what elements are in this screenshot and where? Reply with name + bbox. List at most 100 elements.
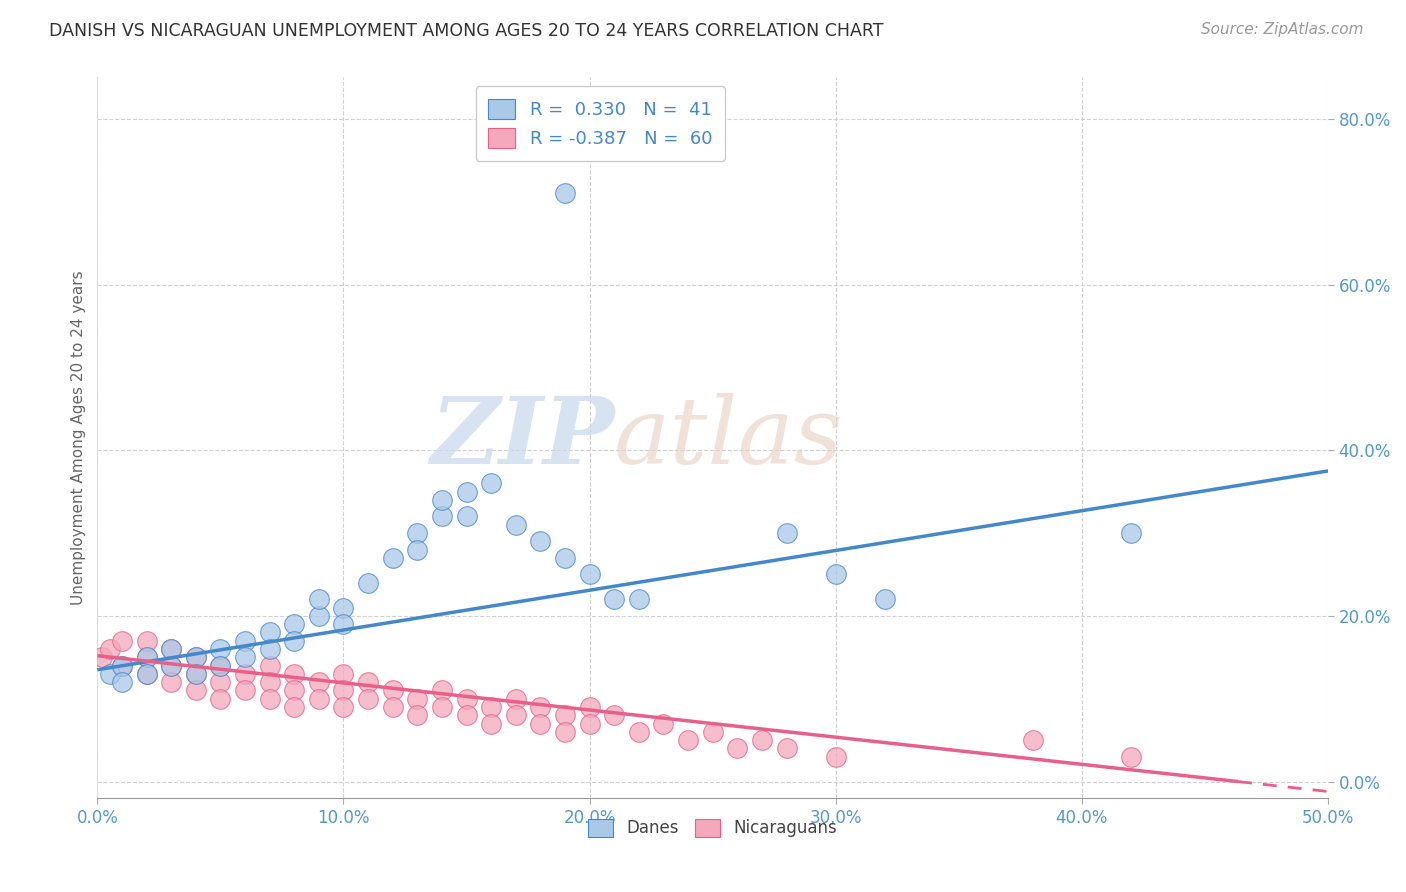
- Point: [406, 708, 429, 723]
- Point: [259, 658, 281, 673]
- Point: [259, 625, 281, 640]
- Point: [456, 708, 478, 723]
- Point: [332, 700, 354, 714]
- Point: [283, 683, 305, 698]
- Point: [209, 658, 232, 673]
- Point: [725, 741, 748, 756]
- Point: [135, 666, 157, 681]
- Text: DANISH VS NICARAGUAN UNEMPLOYMENT AMONG AGES 20 TO 24 YEARS CORRELATION CHART: DANISH VS NICARAGUAN UNEMPLOYMENT AMONG …: [49, 22, 884, 40]
- Point: [135, 633, 157, 648]
- Point: [308, 691, 330, 706]
- Point: [209, 691, 232, 706]
- Point: [283, 666, 305, 681]
- Point: [479, 716, 502, 731]
- Point: [824, 567, 846, 582]
- Text: Source: ZipAtlas.com: Source: ZipAtlas.com: [1201, 22, 1364, 37]
- Point: [1121, 526, 1143, 541]
- Point: [160, 658, 183, 673]
- Point: [91, 650, 114, 665]
- Text: ZIP: ZIP: [430, 392, 614, 483]
- Point: [702, 724, 724, 739]
- Point: [430, 509, 453, 524]
- Point: [456, 484, 478, 499]
- Point: [529, 716, 551, 731]
- Point: [135, 666, 157, 681]
- Point: [529, 700, 551, 714]
- Point: [479, 476, 502, 491]
- Point: [184, 666, 207, 681]
- Point: [603, 592, 626, 607]
- Point: [456, 509, 478, 524]
- Point: [98, 666, 121, 681]
- Point: [554, 186, 576, 201]
- Point: [135, 650, 157, 665]
- Point: [381, 683, 404, 698]
- Point: [283, 633, 305, 648]
- Point: [111, 658, 134, 673]
- Point: [308, 608, 330, 623]
- Point: [160, 642, 183, 657]
- Point: [554, 550, 576, 565]
- Point: [456, 691, 478, 706]
- Point: [357, 575, 380, 590]
- Legend: Danes, Nicaraguans: Danes, Nicaraguans: [581, 812, 844, 844]
- Point: [627, 592, 650, 607]
- Point: [676, 733, 699, 747]
- Point: [209, 642, 232, 657]
- Point: [160, 658, 183, 673]
- Point: [332, 666, 354, 681]
- Point: [332, 600, 354, 615]
- Point: [111, 658, 134, 673]
- Point: [430, 492, 453, 507]
- Point: [505, 708, 527, 723]
- Point: [479, 700, 502, 714]
- Point: [308, 592, 330, 607]
- Point: [332, 683, 354, 698]
- Point: [578, 700, 600, 714]
- Y-axis label: Unemployment Among Ages 20 to 24 years: Unemployment Among Ages 20 to 24 years: [72, 270, 86, 605]
- Point: [259, 642, 281, 657]
- Point: [233, 683, 256, 698]
- Point: [430, 683, 453, 698]
- Point: [554, 708, 576, 723]
- Point: [184, 650, 207, 665]
- Point: [98, 642, 121, 657]
- Point: [283, 700, 305, 714]
- Point: [233, 633, 256, 648]
- Point: [505, 691, 527, 706]
- Point: [652, 716, 675, 731]
- Point: [259, 675, 281, 690]
- Point: [233, 666, 256, 681]
- Point: [751, 733, 773, 747]
- Point: [578, 567, 600, 582]
- Point: [430, 700, 453, 714]
- Point: [184, 683, 207, 698]
- Point: [381, 700, 404, 714]
- Text: atlas: atlas: [614, 392, 844, 483]
- Point: [209, 658, 232, 673]
- Point: [308, 675, 330, 690]
- Point: [160, 675, 183, 690]
- Point: [1022, 733, 1045, 747]
- Point: [111, 633, 134, 648]
- Point: [873, 592, 896, 607]
- Point: [775, 741, 797, 756]
- Point: [603, 708, 626, 723]
- Point: [184, 666, 207, 681]
- Point: [111, 675, 134, 690]
- Point: [505, 517, 527, 532]
- Point: [554, 724, 576, 739]
- Point: [184, 650, 207, 665]
- Point: [135, 650, 157, 665]
- Point: [209, 675, 232, 690]
- Point: [1121, 749, 1143, 764]
- Point: [578, 716, 600, 731]
- Point: [627, 724, 650, 739]
- Point: [381, 550, 404, 565]
- Point: [233, 650, 256, 665]
- Point: [259, 691, 281, 706]
- Point: [775, 526, 797, 541]
- Point: [406, 691, 429, 706]
- Point: [332, 617, 354, 632]
- Point: [406, 526, 429, 541]
